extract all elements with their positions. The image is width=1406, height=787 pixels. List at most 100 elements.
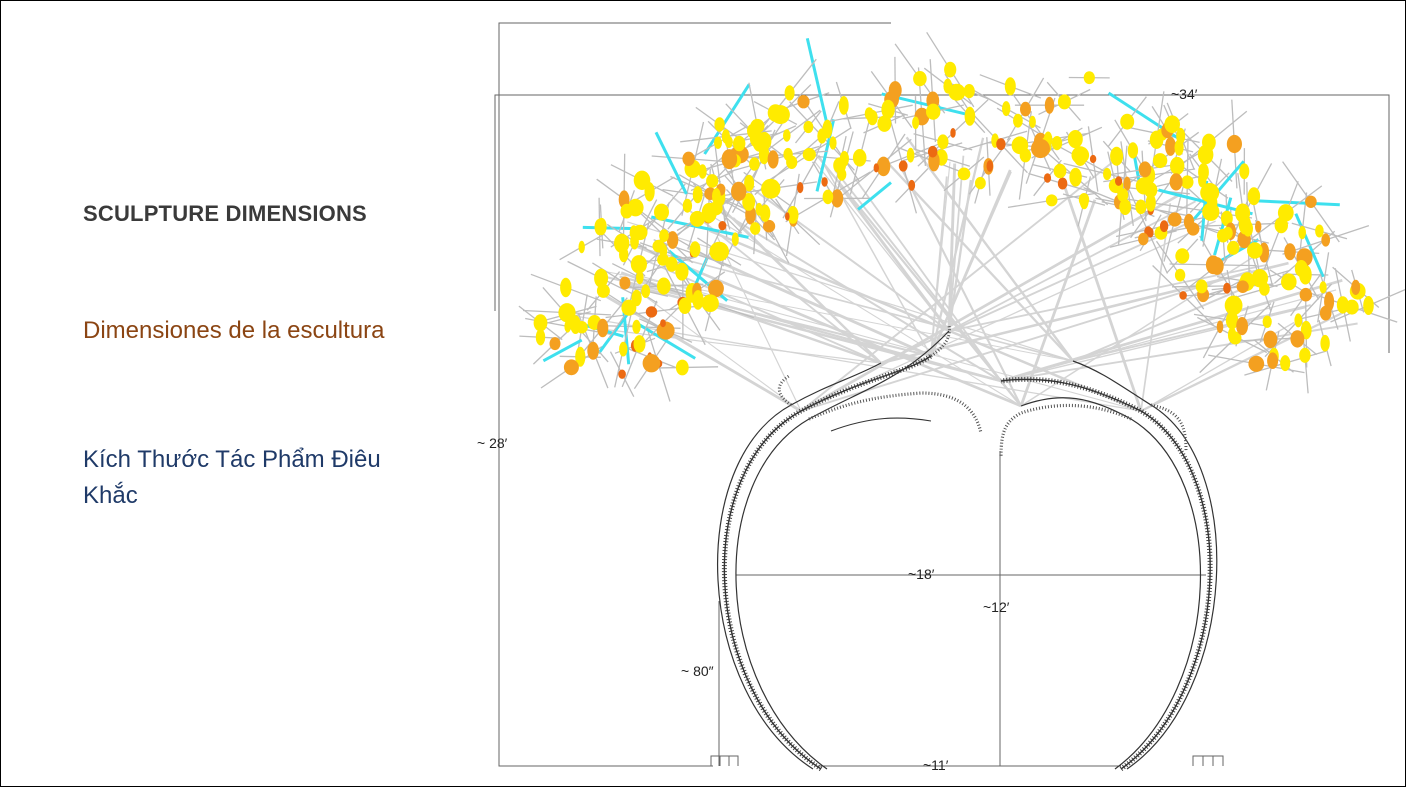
- disc: [1239, 163, 1250, 180]
- disc: [1152, 153, 1168, 169]
- support-rod: [800, 220, 1216, 412]
- cyan-stick: [703, 83, 751, 155]
- disc: [943, 78, 953, 94]
- disc: [1078, 193, 1090, 207]
- disc: [1174, 268, 1186, 282]
- disc: [721, 149, 738, 170]
- arch-structure: [717, 325, 1218, 772]
- disc: [1004, 77, 1016, 96]
- support-rod: [1072, 280, 1260, 362]
- disc: [619, 276, 631, 290]
- support-rod: [627, 221, 1074, 362]
- disc: [1267, 352, 1279, 370]
- cyan-stick: [650, 215, 749, 239]
- disc: [1202, 133, 1216, 152]
- disc: [614, 233, 630, 253]
- disc: [742, 193, 756, 211]
- disc: [950, 127, 956, 138]
- disc: [708, 201, 723, 216]
- support-rod: [626, 243, 1074, 362]
- disc: [1159, 220, 1169, 233]
- disc: [787, 206, 799, 224]
- disc: [803, 120, 814, 134]
- disc: [714, 136, 722, 149]
- arch-height-label: ~12′: [983, 599, 1010, 615]
- support-rod: [708, 229, 1142, 413]
- disc: [912, 116, 920, 130]
- disc: [948, 83, 966, 101]
- disc: [1138, 232, 1149, 246]
- disc: [1019, 148, 1032, 163]
- disc: [752, 132, 766, 152]
- disc: [587, 341, 599, 360]
- disc: [877, 115, 892, 132]
- disc: [1174, 139, 1184, 156]
- disc: [652, 239, 665, 253]
- disc: [867, 109, 878, 126]
- disc: [708, 279, 724, 298]
- disc: [1115, 176, 1123, 186]
- disc: [1259, 282, 1270, 296]
- support-rod: [800, 157, 1118, 412]
- disc: [822, 119, 833, 139]
- disc: [822, 189, 834, 205]
- disc: [657, 253, 670, 266]
- disc: [1168, 212, 1182, 227]
- disc: [1281, 273, 1297, 291]
- disc: [1255, 220, 1262, 233]
- disc: [1127, 142, 1139, 159]
- disc: [1045, 194, 1058, 207]
- disc: [763, 219, 776, 233]
- disc: [750, 222, 761, 235]
- disc: [1321, 233, 1331, 247]
- disc: [594, 218, 605, 236]
- cyan-stick: [1252, 199, 1340, 207]
- disc: [1320, 334, 1330, 352]
- disc: [1195, 279, 1208, 294]
- support-rod: [629, 242, 1022, 408]
- disc: [618, 369, 626, 379]
- disc: [1089, 154, 1097, 164]
- disc: [767, 150, 779, 169]
- disc: [744, 174, 755, 192]
- support-rod: [800, 192, 1182, 413]
- disc: [1263, 330, 1278, 349]
- disc: [1147, 227, 1154, 238]
- canopy-width-bracket: [494, 94, 1390, 353]
- disc: [675, 262, 689, 281]
- disc: [641, 284, 651, 298]
- support-rod: [635, 288, 802, 412]
- disc: [731, 232, 739, 246]
- disc: [549, 337, 561, 351]
- canopy-discs: [533, 61, 1374, 379]
- disc: [927, 145, 938, 158]
- heading-spanish: Dimensiones de la escultura: [83, 317, 385, 344]
- disc: [644, 182, 655, 202]
- support-rod: [712, 215, 1022, 407]
- disc: [1067, 130, 1083, 149]
- disc: [633, 335, 646, 353]
- clearance-label: ~ 80″: [681, 663, 714, 679]
- disc: [1031, 138, 1050, 159]
- disc: [906, 147, 915, 163]
- support-rod: [579, 325, 882, 364]
- disc: [838, 96, 849, 115]
- disc: [1083, 71, 1095, 85]
- disc: [1020, 101, 1031, 117]
- disc: [1363, 296, 1374, 315]
- disc: [1274, 217, 1289, 234]
- support-rod: [1140, 307, 1352, 413]
- disc: [852, 149, 867, 167]
- disc: [1305, 195, 1317, 208]
- disc: [660, 319, 666, 328]
- disc: [750, 118, 765, 134]
- disc: [1298, 226, 1306, 240]
- disc: [558, 303, 576, 323]
- disc: [575, 321, 588, 334]
- disc: [642, 354, 661, 373]
- disc: [1175, 248, 1190, 264]
- disc: [1057, 177, 1068, 190]
- disc: [563, 359, 579, 376]
- support-rod: [884, 159, 1074, 362]
